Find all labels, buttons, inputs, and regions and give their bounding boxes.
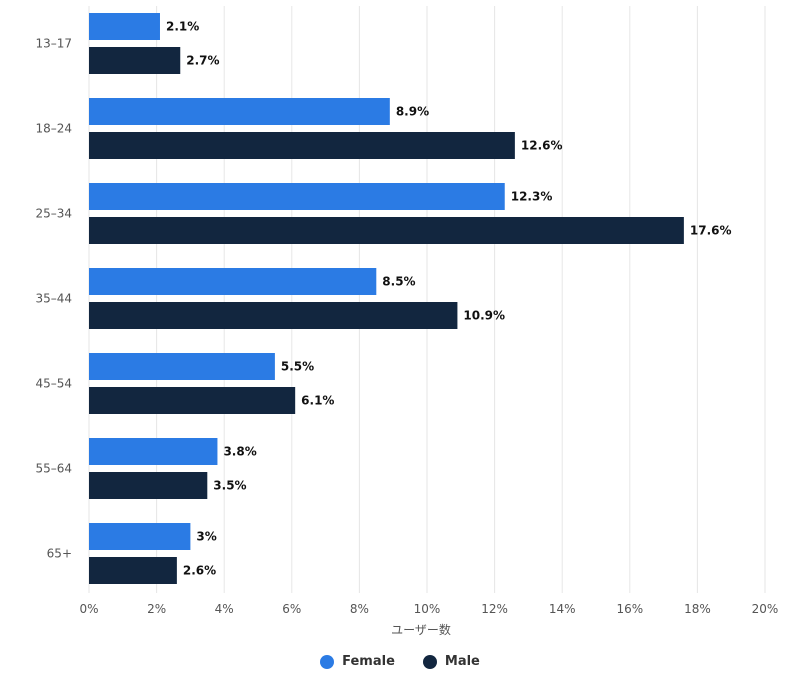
bar-female[interactable] bbox=[89, 438, 218, 465]
bars bbox=[89, 13, 684, 584]
bar-female[interactable] bbox=[89, 183, 505, 210]
bar-male[interactable] bbox=[89, 557, 177, 584]
x-tick-label: 20% bbox=[752, 602, 779, 616]
category-label: 35–44 bbox=[35, 292, 72, 306]
x-tick-label: 8% bbox=[350, 602, 369, 616]
data-label-female: 2.1% bbox=[166, 20, 199, 34]
bar-male[interactable] bbox=[89, 387, 296, 414]
data-label-female: 3% bbox=[196, 530, 216, 544]
legend: Female Male bbox=[0, 654, 800, 669]
legend-label-female: Female bbox=[342, 654, 395, 669]
x-tick-label: 12% bbox=[481, 602, 508, 616]
x-tick-label: 0% bbox=[79, 602, 98, 616]
x-axis-title: ユーザー数 bbox=[391, 622, 451, 637]
value-axis: 0% 2% 4% 6% 8% 10% 12% 14% 16% 18% 20% bbox=[79, 602, 778, 616]
legend-swatch-male bbox=[422, 654, 437, 669]
legend-label-male: Male bbox=[444, 654, 480, 669]
category-label: 18–24 bbox=[35, 122, 72, 136]
x-tick-label: 2% bbox=[147, 602, 166, 616]
legend-item-female[interactable]: Female bbox=[320, 654, 395, 669]
bar-female[interactable] bbox=[89, 523, 191, 550]
bar-male[interactable] bbox=[89, 132, 515, 159]
x-tick-label: 4% bbox=[215, 602, 234, 616]
bar-male[interactable] bbox=[89, 302, 458, 329]
x-tick-label: 6% bbox=[282, 602, 301, 616]
bar-male[interactable] bbox=[89, 47, 181, 74]
data-label-male: 2.7% bbox=[186, 54, 219, 68]
data-label-female: 8.9% bbox=[396, 105, 429, 119]
data-label-female: 8.5% bbox=[382, 275, 415, 289]
legend-item-male[interactable]: Male bbox=[422, 654, 480, 669]
category-label: 45–54 bbox=[35, 377, 72, 391]
data-label-male: 12.6% bbox=[521, 139, 563, 153]
bar-female[interactable] bbox=[89, 13, 160, 40]
x-tick-label: 14% bbox=[549, 602, 576, 616]
data-label-female: 5.5% bbox=[281, 360, 314, 374]
data-labels: 2.1% 2.7% 8.9% 12.6% 12.3% 17.6% 8.5% 10.9% 5.5%… bbox=[166, 20, 732, 578]
x-tick-label: 16% bbox=[616, 602, 643, 616]
category-label: 25–34 bbox=[35, 207, 72, 221]
data-label-female: 3.8% bbox=[223, 445, 256, 459]
data-label-male: 3.5% bbox=[213, 479, 246, 493]
data-label-male: 17.6% bbox=[690, 224, 732, 238]
category-label: 65+ bbox=[47, 547, 72, 561]
category-axis: 13–17 18–24 25–34 35–44 45–54 55–64 65+ bbox=[35, 37, 72, 561]
legend-swatch-female bbox=[320, 654, 335, 669]
data-label-male: 10.9% bbox=[463, 309, 505, 323]
data-label-male: 6.1% bbox=[301, 394, 334, 408]
x-tick-label: 10% bbox=[414, 602, 441, 616]
category-label: 55–64 bbox=[35, 462, 72, 476]
bar-male[interactable] bbox=[89, 472, 208, 499]
data-label-male: 2.6% bbox=[183, 564, 216, 578]
bar-female[interactable] bbox=[89, 268, 377, 295]
x-tick-label: 18% bbox=[684, 602, 711, 616]
bar-male[interactable] bbox=[89, 217, 684, 244]
bar-female[interactable] bbox=[89, 98, 390, 125]
data-label-female: 12.3% bbox=[511, 190, 553, 204]
bar-chart-svg: 2.1% 2.7% 8.9% 12.6% 12.3% 17.6% 8.5% 10.9% 5.5%… bbox=[35, 6, 778, 637]
bar-female[interactable] bbox=[89, 353, 275, 380]
category-label: 13–17 bbox=[35, 37, 72, 51]
gridlines bbox=[88, 6, 766, 593]
